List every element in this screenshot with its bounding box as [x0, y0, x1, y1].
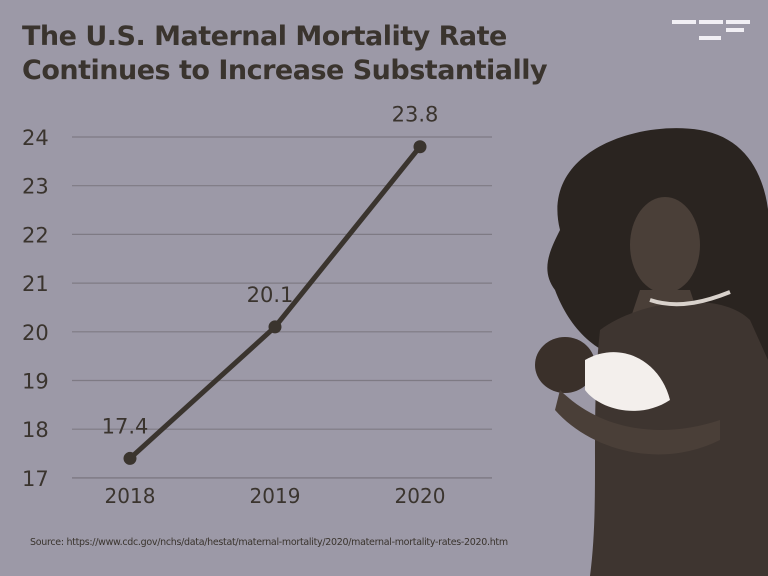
title-line-2: Continues to Increase Substantially	[22, 55, 548, 86]
y-tick-label: 22	[22, 223, 49, 247]
y-tick-label: 19	[22, 370, 49, 394]
x-tick-label: 2018	[105, 484, 156, 508]
data-label: 17.4	[102, 414, 149, 438]
data-label: 20.1	[247, 283, 294, 307]
y-tick-label: 23	[22, 175, 49, 199]
data-point	[123, 451, 137, 465]
y-tick-label: 21	[22, 272, 49, 296]
y-tick-label: 24	[22, 126, 49, 150]
data-label: 23.8	[392, 103, 439, 127]
y-tick-label: 17	[22, 467, 49, 491]
chart-title: The U.S. Maternal Mortality Rate Continu…	[22, 20, 548, 88]
y-tick-label: 18	[22, 418, 49, 442]
title-line-1: The U.S. Maternal Mortality Rate	[22, 21, 507, 52]
x-tick-label: 2020	[395, 484, 446, 508]
data-point	[268, 320, 282, 334]
mother-and-baby-illustration	[535, 128, 768, 576]
data-point	[413, 140, 427, 154]
y-tick-label: 20	[22, 321, 49, 345]
source-note: Source: https://www.cdc.gov/nchs/data/he…	[30, 537, 508, 548]
x-tick-label: 2019	[250, 484, 301, 508]
